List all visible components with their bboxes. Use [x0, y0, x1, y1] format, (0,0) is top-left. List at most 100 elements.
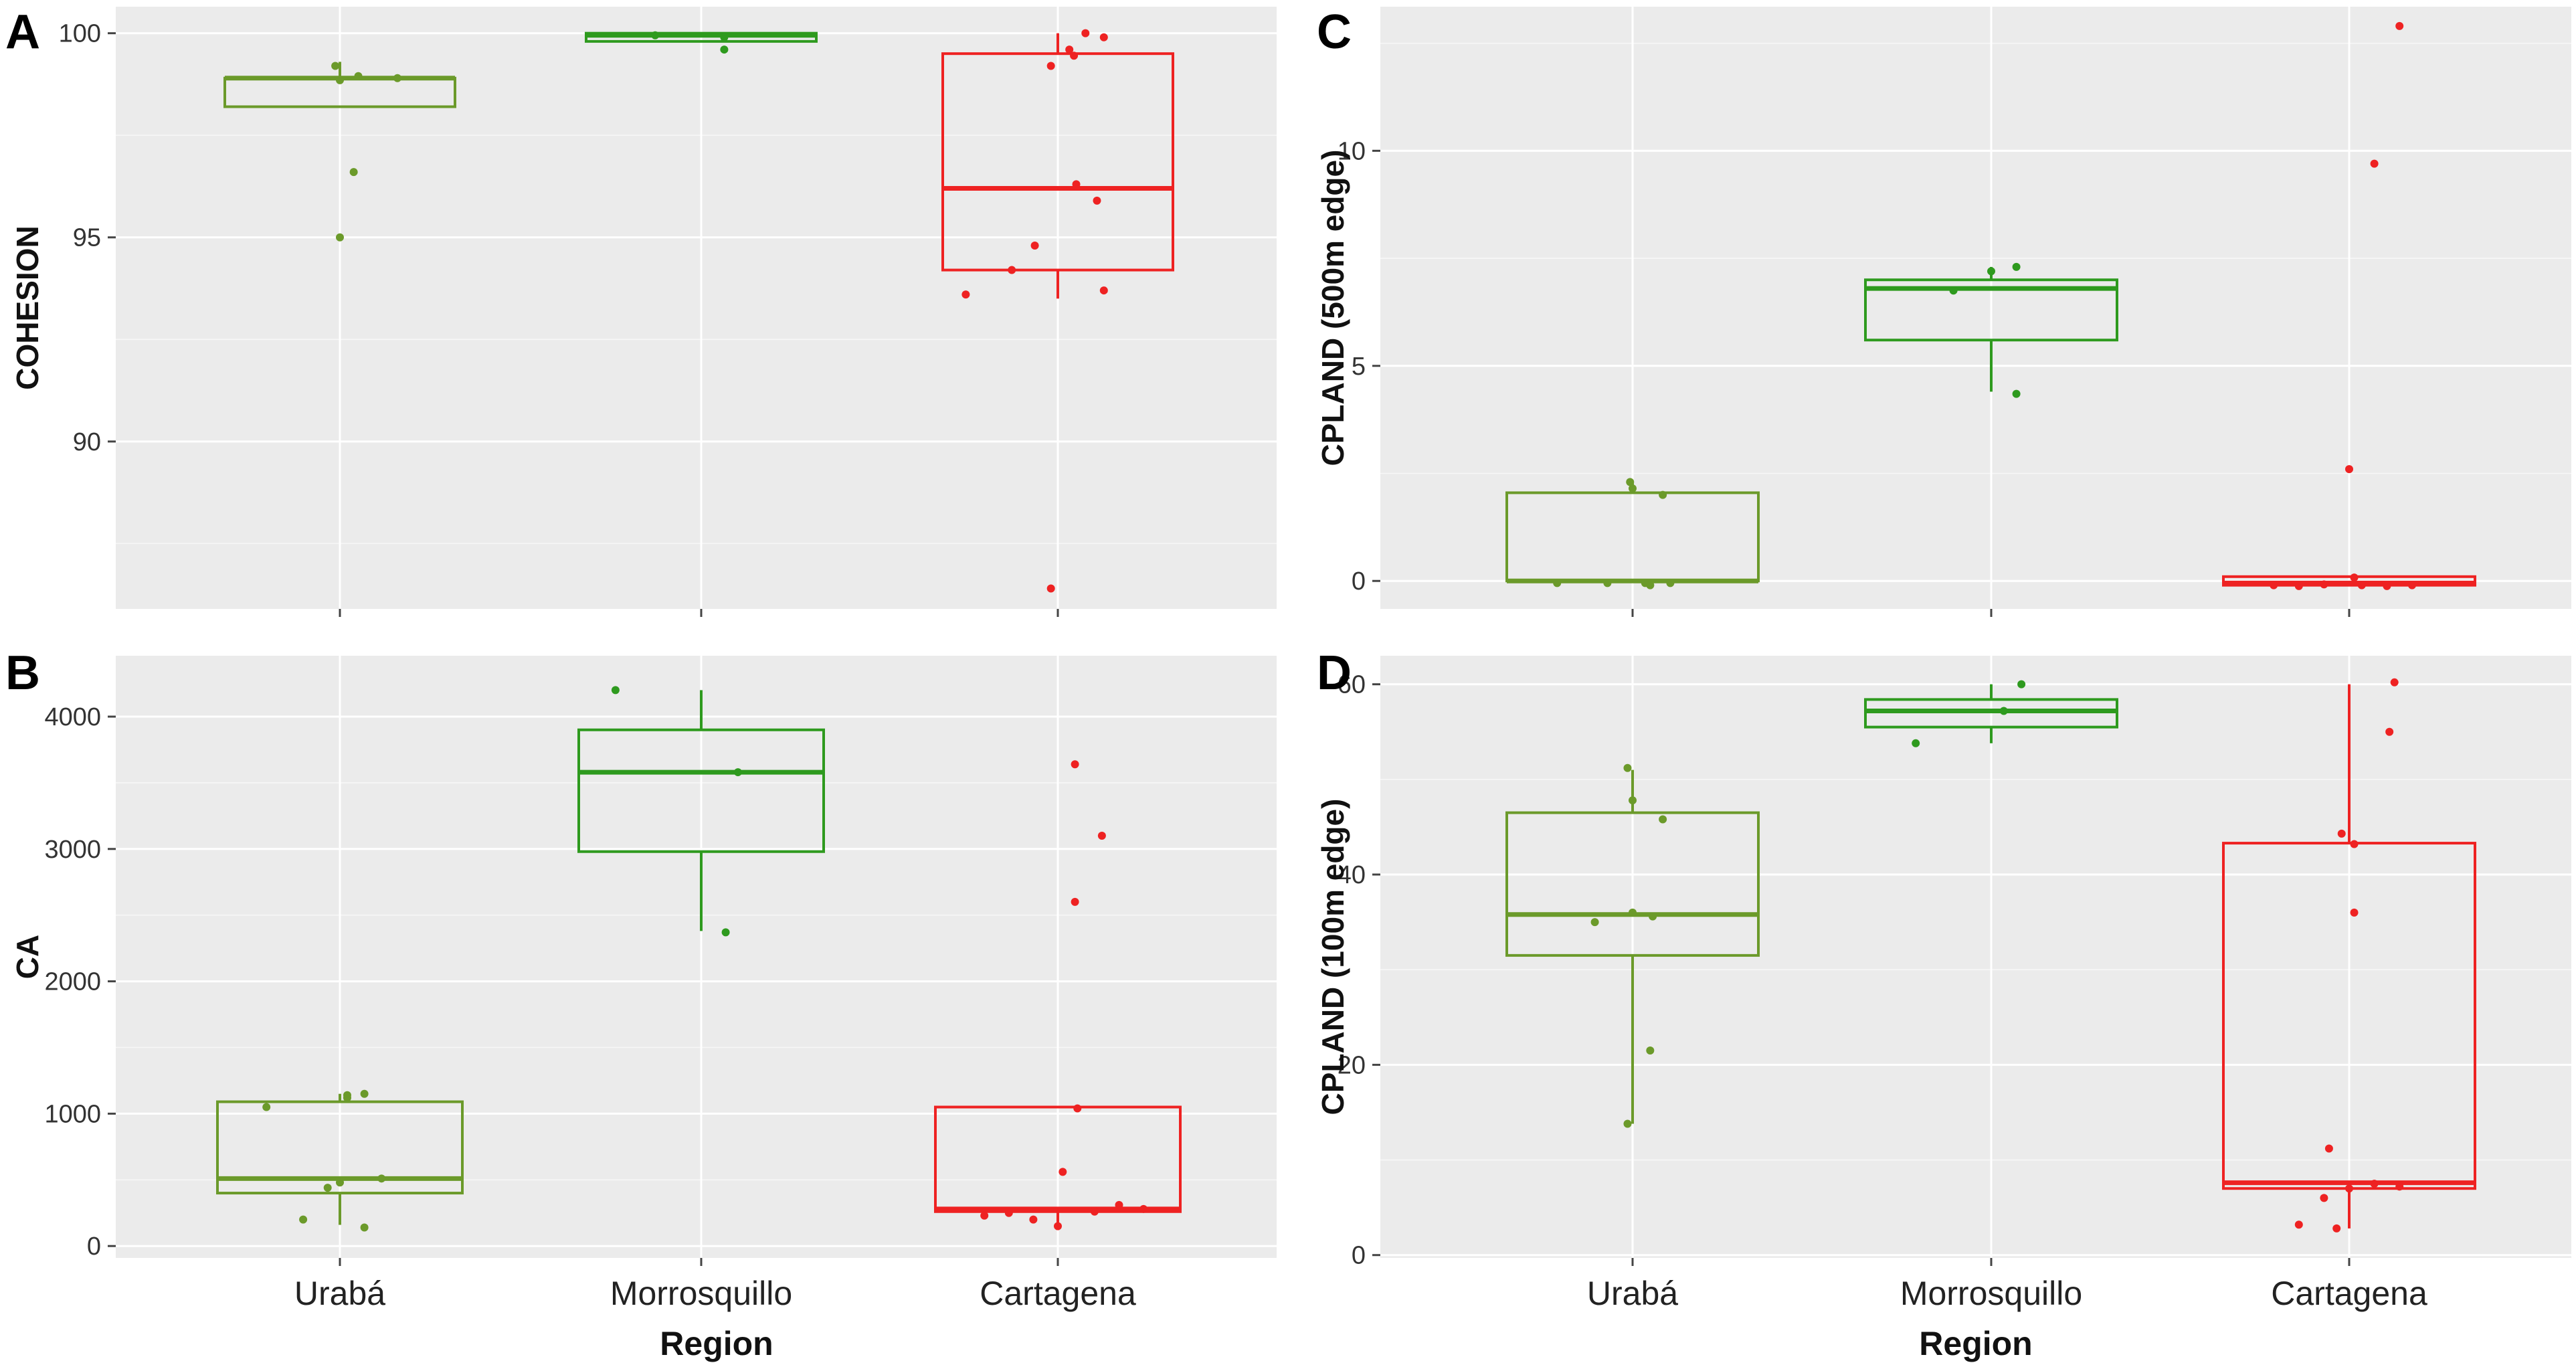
data-point	[1071, 760, 1079, 769]
data-point	[1646, 1046, 1655, 1055]
box-cartagena	[2222, 21, 2476, 590]
box-cartagena	[941, 29, 1174, 593]
data-point	[336, 76, 344, 84]
panel-d-boxes	[1505, 678, 2476, 1233]
data-point	[1081, 29, 1090, 37]
data-point	[1649, 912, 1657, 921]
panel-b-y-axis-title: CA	[10, 935, 45, 979]
data-point	[2294, 581, 2303, 590]
y-tick-label: 0	[87, 1233, 101, 1261]
panel-d-x-axis-title: Region	[1919, 1325, 2032, 1362]
data-point	[2370, 1180, 2379, 1188]
box-morrosquillo	[1864, 680, 2118, 747]
box-iqr	[1864, 278, 2118, 342]
panel-c-y-ticks: 0 5 10	[1338, 137, 1380, 596]
data-point	[1999, 707, 2008, 715]
data-point	[1072, 180, 1081, 189]
data-point	[2383, 581, 2391, 590]
panel-d-x-ticks: Urabá Morrosquillo Cartagena	[1587, 1258, 2427, 1312]
panel-a-x-ticks	[339, 609, 1059, 617]
panel-c-x-ticks	[1631, 609, 2351, 617]
panel-b-background	[116, 656, 1277, 1258]
panel-d-grid	[1380, 656, 2571, 1258]
data-point	[1099, 286, 1108, 295]
data-point	[2012, 262, 2021, 271]
y-tick-label: 4000	[44, 703, 101, 731]
data-point	[1046, 584, 1055, 593]
data-point	[651, 31, 660, 39]
data-point	[2370, 159, 2379, 168]
panel-a-y-ticks: 90 95 100	[59, 20, 116, 456]
data-point	[2390, 678, 2399, 687]
x-category-label: Morrosquillo	[1900, 1275, 2082, 1312]
data-point	[2408, 581, 2416, 589]
data-point	[980, 1211, 989, 1220]
data-point	[2345, 465, 2353, 474]
data-point	[1097, 832, 1106, 840]
data-point	[1099, 33, 1108, 41]
panel-b-boxes	[216, 686, 1182, 1232]
data-point	[1629, 484, 1637, 492]
panel-a-boxes	[223, 29, 1174, 593]
data-point	[1626, 478, 1635, 486]
x-category-label: Cartagena	[980, 1275, 1136, 1312]
data-point	[1073, 1104, 1082, 1113]
box-iqr	[577, 728, 825, 853]
data-point	[720, 45, 729, 54]
data-point	[2337, 829, 2346, 838]
panel-b-y-ticks: 0 1000 2000 3000 4000	[44, 703, 116, 1261]
data-point	[1030, 241, 1039, 250]
box-cartagena	[2222, 678, 2476, 1233]
data-point	[2320, 1194, 2328, 1202]
data-point	[1629, 796, 1637, 805]
data-point	[1987, 267, 1995, 276]
data-point	[331, 62, 340, 70]
data-point	[720, 33, 729, 41]
panel-b-x-axis-title: Region	[660, 1325, 773, 1362]
panel-d-letter: D	[1317, 646, 1352, 700]
x-category-label: Urabá	[1587, 1275, 1678, 1312]
data-point	[1553, 579, 1562, 587]
box-iqr	[1864, 698, 2118, 729]
data-point	[2270, 581, 2278, 589]
data-point	[1046, 62, 1055, 70]
y-tick-label: 3000	[44, 836, 101, 864]
panel-b-x-ticks: Urabá Morrosquillo Cartagena	[294, 1258, 1136, 1312]
x-category-label: Cartagena	[2271, 1275, 2427, 1312]
data-point	[1629, 908, 1637, 917]
data-point	[2350, 840, 2359, 848]
data-point	[2350, 573, 2359, 582]
box-urab	[223, 62, 456, 242]
panel-c-background	[1380, 7, 2571, 609]
box-iqr	[1505, 811, 1760, 957]
data-point	[377, 1174, 386, 1183]
data-point	[2395, 1182, 2404, 1191]
panel-c-y-axis-title: CPLAND (500m edge)	[1315, 150, 1350, 466]
data-point	[1065, 45, 1074, 54]
data-point	[1659, 490, 1667, 499]
data-point	[1623, 763, 1632, 772]
data-point	[2357, 581, 2366, 589]
data-point	[2332, 1224, 2341, 1233]
panel-a-letter: A	[5, 5, 40, 59]
data-point	[1115, 1200, 1123, 1209]
data-point	[2320, 580, 2328, 589]
panel-d: 0 20 40 60 Urabá Morrosquillo Cartagena	[1338, 656, 2571, 1312]
data-point	[2385, 727, 2394, 736]
data-point	[349, 168, 358, 177]
data-point	[2324, 1144, 2333, 1153]
data-point	[1912, 739, 1920, 747]
panel-d-y-axis-title: CPLAND (100m edge)	[1315, 799, 1350, 1115]
panel-b-letter: B	[5, 646, 40, 700]
y-tick-label: 90	[73, 428, 101, 456]
data-point	[262, 1103, 271, 1111]
data-point	[2345, 1184, 2353, 1193]
data-point	[360, 1089, 369, 1098]
data-point	[2017, 680, 2026, 689]
data-point	[1590, 918, 1599, 927]
y-tick-label: 5	[1352, 353, 1366, 381]
y-tick-label: 1000	[44, 1100, 101, 1128]
data-point	[1093, 196, 1101, 205]
box-cartagena	[934, 760, 1182, 1231]
data-point	[961, 290, 970, 299]
